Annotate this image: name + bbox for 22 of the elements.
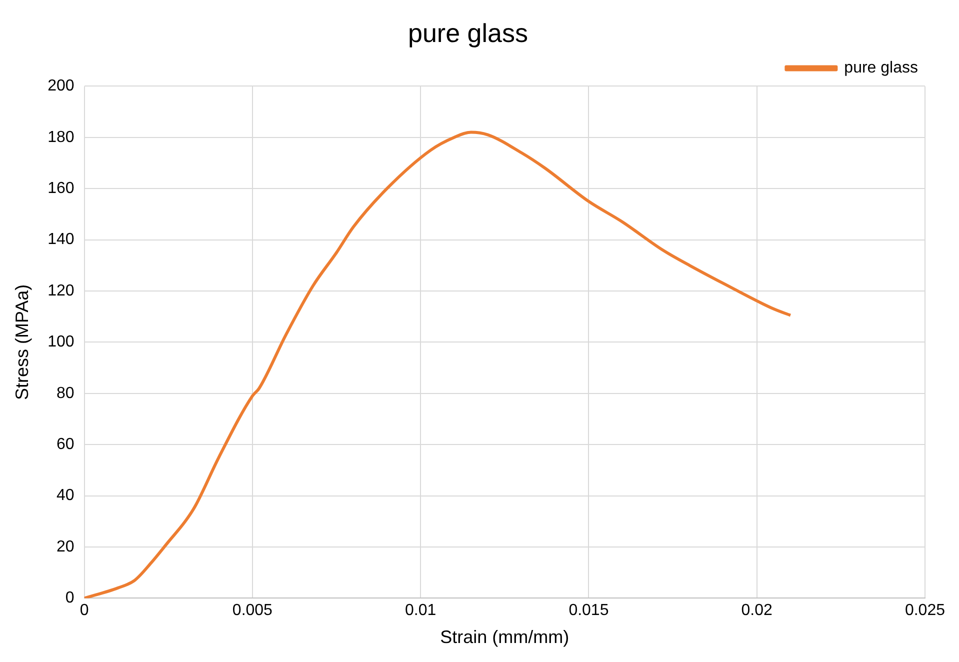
y-tick-label: 0 (65, 590, 74, 607)
x-tick-label: 0 (80, 602, 89, 620)
y-tick-label: 200 (48, 78, 74, 95)
chart-title: pure glass (408, 18, 528, 48)
y-tick-label: 140 (48, 231, 74, 248)
x-tick-label: 0.005 (232, 602, 273, 620)
y-tick-label: 120 (48, 282, 74, 300)
y-tick-label: 60 (56, 436, 74, 454)
y-tick-label: 180 (48, 128, 74, 146)
y-axis-title: Stress (MPAa) (12, 284, 32, 400)
x-tick-label: 0.015 (568, 602, 609, 620)
x-axis-title: Strain (mm/mm) (440, 627, 570, 648)
x-tick-label: 0.01 (405, 602, 436, 620)
y-tick-label: 40 (56, 487, 74, 504)
x-tick-label: 0.02 (741, 602, 773, 620)
y-tick-label: 80 (56, 384, 74, 402)
y-tick-label: 100 (48, 334, 74, 351)
y-tick-label: 160 (48, 180, 74, 198)
line-series (84, 130, 792, 598)
legend-label: pure glass (844, 60, 918, 77)
x-tick-label: 0.025 (904, 602, 946, 620)
y-tick-label: 20 (56, 538, 74, 556)
